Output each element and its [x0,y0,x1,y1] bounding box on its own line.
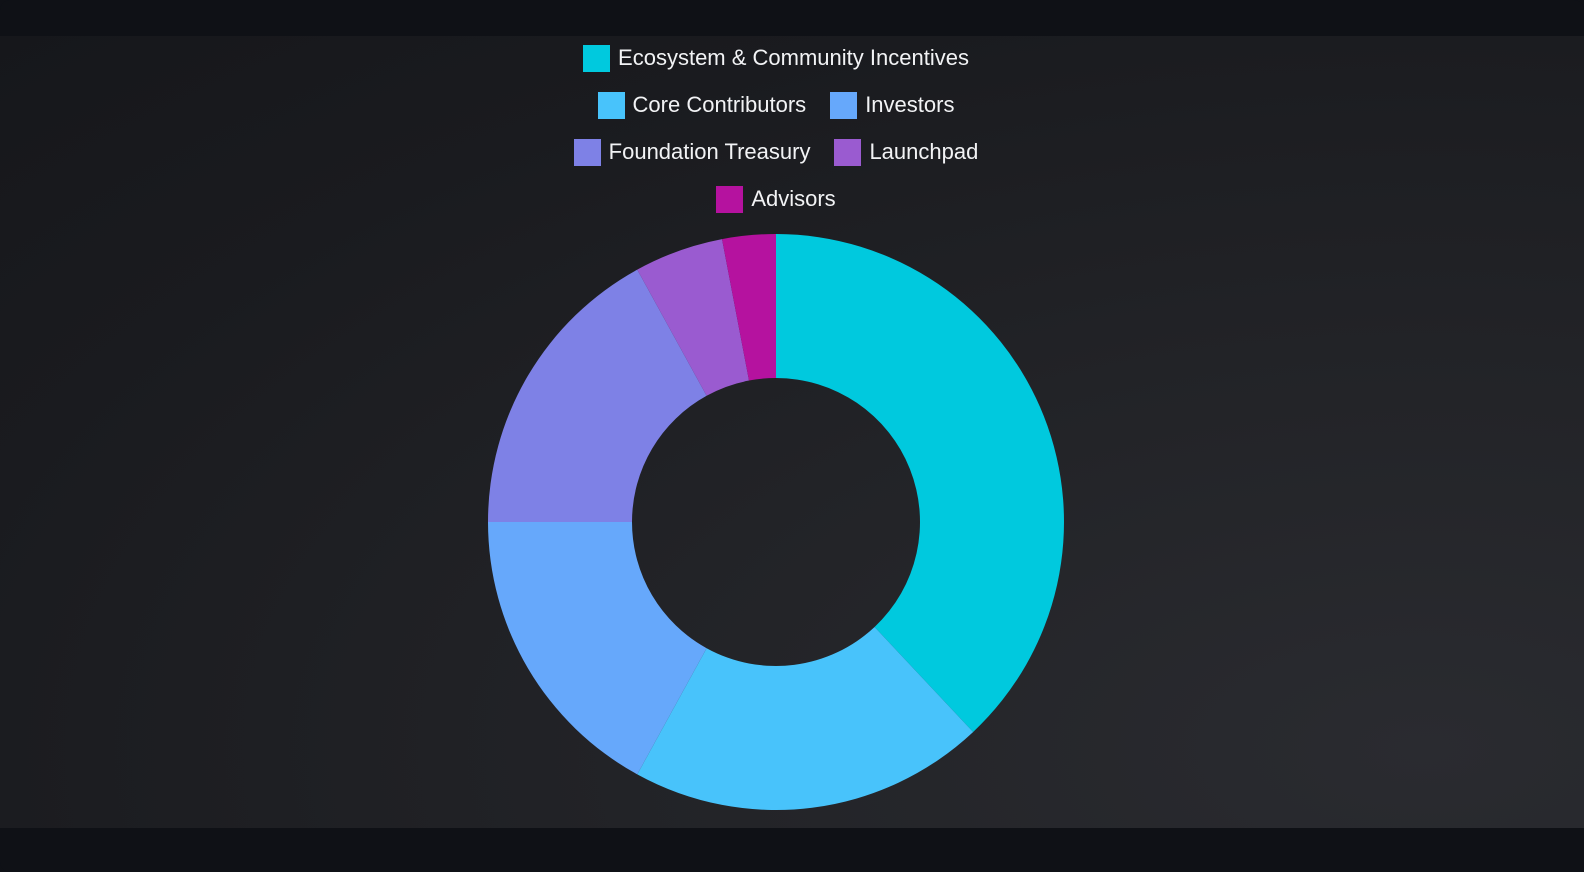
legend-swatch [716,185,744,213]
legend-item: Launchpad [834,138,978,166]
legend-swatch [573,138,601,166]
legend-swatch [834,138,862,166]
donut-segment [722,234,776,381]
legend-item: Core Contributors [597,91,807,119]
legend-label: Core Contributors [632,92,807,117]
chart [488,234,1064,810]
legend-label: Ecosystem & Community Incentives [618,45,969,70]
legend-label: Foundation Treasury [608,139,811,164]
legend-item: Advisors [716,185,836,213]
donut-segment [488,522,707,775]
donut-segment [637,239,750,396]
donut-segment [488,269,707,522]
legend-item: Ecosystem & Community Incentives [583,44,969,72]
legend-swatch [583,44,611,72]
legend-label: Launchpad [869,139,979,164]
chart-panel: Ecosystem & Community Incentives Core Con… [0,36,1584,828]
legend-item: Foundation Treasury [573,138,811,166]
legend-label: Investors [865,92,955,117]
legend-swatch [597,91,625,119]
donut-segment [637,626,974,810]
donut-segment [776,234,1064,732]
legend-item: Investors [830,91,954,119]
legend-label: Advisors [751,186,836,211]
legend-swatch [830,91,858,119]
legend: Ecosystem & Community Incentives Core Con… [546,44,1006,213]
